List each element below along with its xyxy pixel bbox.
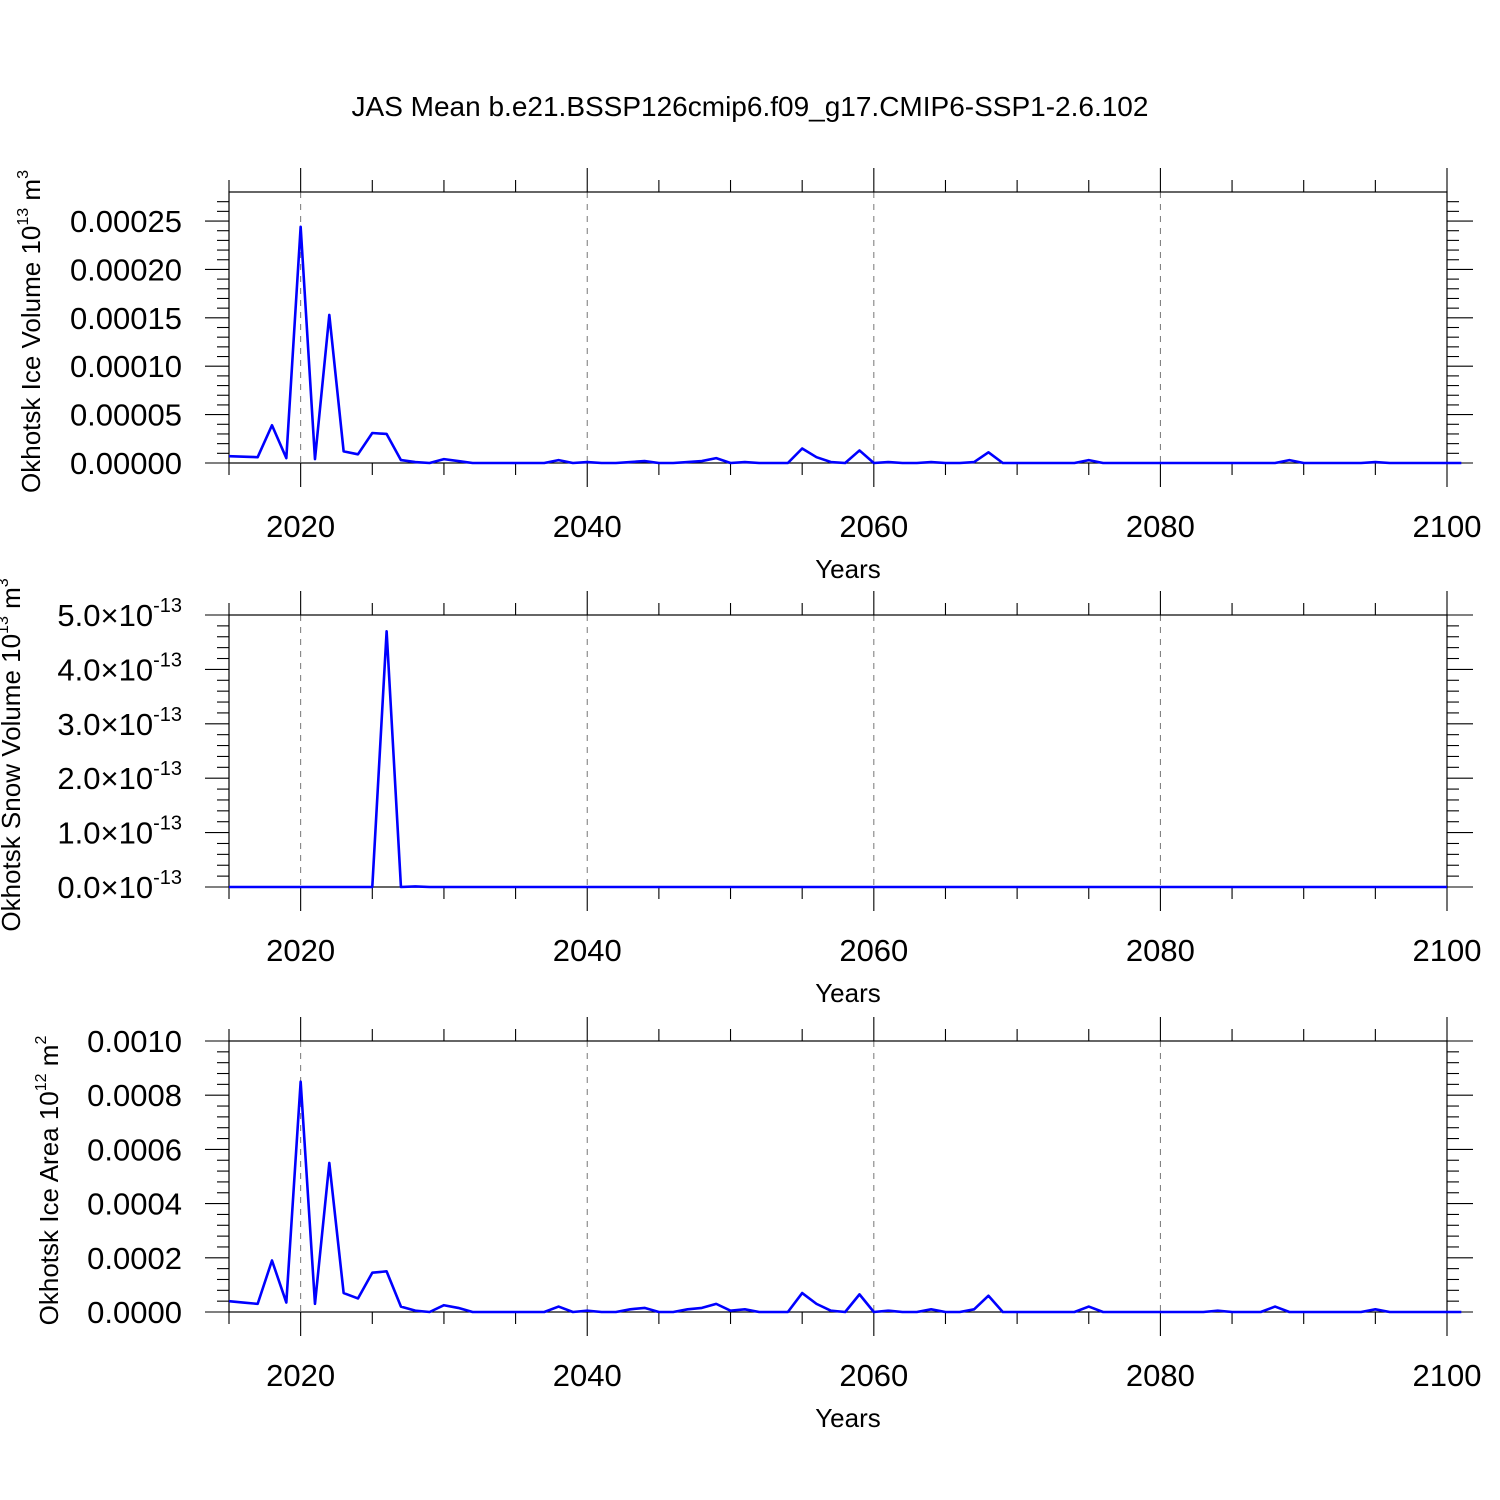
x-tick-label: 2060 (839, 933, 908, 968)
y-axis-label: Okhotsk Snow Volume 1013 m3 (0, 578, 26, 931)
x-tick-label: 2040 (553, 1358, 622, 1393)
x-tick-label: 2100 (1413, 509, 1482, 544)
y-tick-label: 0.00025 (70, 204, 182, 239)
y-tick-label: 4.0×10-13 (57, 649, 182, 687)
panel-2: 2020 2040 2060 2080 2100 0.0×10-13 1.0×10-13 2.… (0, 578, 1481, 1008)
y-tick-label: 0.00020 (70, 252, 182, 287)
y-tick-label: 0.0004 (87, 1187, 182, 1222)
x-tick-label: 2020 (266, 1358, 335, 1393)
figure-title: JAS Mean b.e21.BSSP126cmip6.f09_g17.CMIP… (352, 91, 1149, 122)
y-axis-label: Okhotsk Ice Area 1012 m2 (33, 1036, 64, 1326)
plot-frame (228, 191, 1448, 464)
y-tick-label: 5.0×10-13 (57, 595, 182, 633)
y-tick-label: 1.0×10-13 (57, 813, 182, 851)
panel-1: 2020 2040 2060 2080 2100 0.00000 0.00005 0.0001… (15, 168, 1481, 584)
x-tick-label: 2020 (266, 933, 335, 968)
x-tick-label: 2100 (1413, 1358, 1482, 1393)
x-axis-label: Years (815, 1403, 881, 1433)
y-tick-label: 0.00000 (70, 446, 182, 481)
y-tick-label: 0.00005 (70, 398, 182, 433)
x-tick-label: 2060 (839, 509, 908, 544)
plot-frame (228, 1040, 1448, 1313)
series-line (228, 225, 1462, 465)
series-line (229, 630, 1447, 889)
y-tick-label: 3.0×10-13 (57, 704, 182, 742)
x-tick-label: 2080 (1126, 933, 1195, 968)
y-tick-label: 0.0010 (87, 1024, 182, 1059)
y-tick-label: 0.0×10-13 (57, 867, 182, 905)
y-tick-label: 0.00015 (70, 301, 182, 336)
x-axis-label: Years (815, 554, 881, 584)
y-axis-label: Okhotsk Ice Volume 1013 m3 (15, 170, 46, 493)
x-tick-label: 2040 (553, 933, 622, 968)
x-tick-label: 2080 (1126, 1358, 1195, 1393)
x-tick-label: 2080 (1126, 509, 1195, 544)
y-tick-label: 0.0000 (87, 1295, 182, 1330)
y-tick-label: 0.0008 (87, 1078, 182, 1113)
x-tick-label: 2060 (839, 1358, 908, 1393)
y-tick-label: 0.0006 (87, 1132, 182, 1167)
y-tick-label: 2.0×10-13 (57, 758, 182, 796)
series-line (228, 1080, 1462, 1314)
x-tick-label: 2040 (553, 509, 622, 544)
x-axis-label: Years (815, 978, 881, 1008)
x-tick-label: 2020 (266, 509, 335, 544)
y-tick-label: 0.0002 (87, 1241, 182, 1276)
plot-frame (228, 614, 1448, 888)
y-tick-label: 0.00010 (70, 349, 182, 384)
panel-3: 2020 2040 2060 2080 2100 0.0000 0.0002 0.0004 0.… (33, 1017, 1481, 1433)
x-tick-label: 2100 (1413, 933, 1482, 968)
